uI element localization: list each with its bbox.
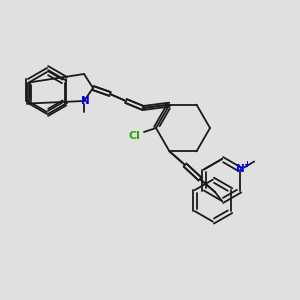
Text: N: N (81, 96, 89, 106)
Text: +: + (243, 160, 250, 169)
Text: N: N (236, 164, 244, 175)
Text: Cl: Cl (128, 131, 140, 141)
